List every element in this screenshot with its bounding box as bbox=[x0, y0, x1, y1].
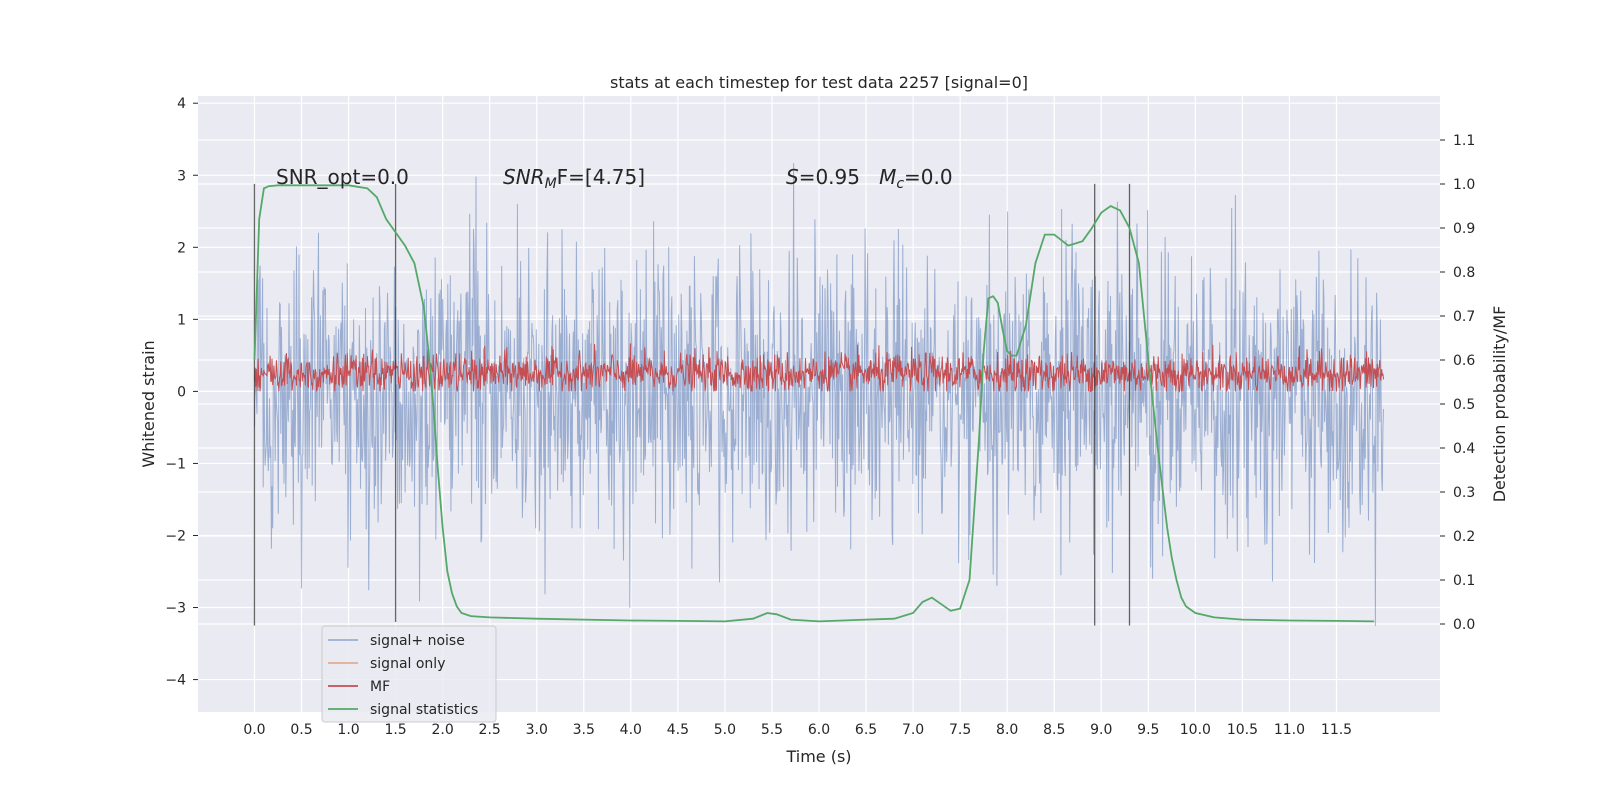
x-tick-label: 11.5 bbox=[1321, 722, 1352, 738]
x-tick-label: 5.0 bbox=[714, 722, 736, 738]
y-tick-label: 1 bbox=[177, 312, 186, 328]
x-tick-label: 4.5 bbox=[667, 722, 689, 738]
x-tick-label: 9.5 bbox=[1137, 722, 1159, 738]
x-tick-label: 3.0 bbox=[526, 722, 548, 738]
x-tick-label: 8.5 bbox=[1043, 722, 1065, 738]
x-tick-label: 0.0 bbox=[243, 722, 265, 738]
y-tick-label: −1 bbox=[165, 456, 186, 472]
y-axis-right: 0.0 0.1 0.2 0.3 0.4 0.5 0.6 0.7 0.8 0.9 1.0 1.1 bbox=[1440, 133, 1475, 633]
x-tick-label: 1.5 bbox=[384, 722, 406, 738]
annotation-s-rest: =0.95 bbox=[799, 165, 879, 189]
y2-tick-label: 0.0 bbox=[1453, 617, 1475, 633]
annotation-mc-sub: c bbox=[896, 176, 904, 192]
signal-statistics-line bbox=[253, 184, 1375, 623]
x-tick-label: 2.0 bbox=[432, 722, 454, 738]
y2-tick-label: 0.3 bbox=[1453, 485, 1475, 501]
y2-tick-label: 0.1 bbox=[1453, 573, 1475, 589]
y2-tick-label: 0.6 bbox=[1453, 353, 1475, 369]
legend-label-signal-only: signal only bbox=[370, 656, 445, 672]
signal-noise-path bbox=[254, 162, 1384, 626]
x-axis: 0.0 0.5 1.0 1.5 2.0 2.5 3.0 3.5 4.0 4.5 5.0 5.5 6.0 6… bbox=[243, 722, 1352, 738]
x-tick-label: 7.0 bbox=[902, 722, 924, 738]
y-tick-label: −2 bbox=[165, 528, 186, 544]
x-tick-label: 5.5 bbox=[761, 722, 783, 738]
annotation-s-main: S bbox=[786, 165, 799, 189]
y2-axis-title: Detection probability/MF bbox=[1490, 306, 1509, 503]
annotation-snr-mf-main: SNR bbox=[503, 165, 545, 189]
annotation-snr-mf-sub: M bbox=[545, 176, 557, 192]
y2-tick-label: 0.5 bbox=[1453, 397, 1475, 413]
annotation-s-mc: S=0.95 Mc=0.0 bbox=[786, 165, 953, 192]
mf-series bbox=[254, 343, 1384, 393]
x-tick-label: 7.5 bbox=[949, 722, 971, 738]
y2-tick-label: 0.8 bbox=[1453, 265, 1475, 281]
annotation-mc-main: M bbox=[879, 165, 896, 189]
x-tick-label: 10.0 bbox=[1180, 722, 1211, 738]
signal-noise-series bbox=[254, 162, 1384, 626]
legend-box bbox=[321, 625, 497, 723]
y2-tick-label: 1.1 bbox=[1453, 133, 1475, 149]
legend-label-signal-noise: signal+ noise bbox=[370, 633, 465, 649]
legend: signal+ noise signal only MF signal stat… bbox=[321, 625, 497, 723]
legend-label-mf: MF bbox=[370, 679, 390, 695]
legend-label-signal-statistics: signal statistics bbox=[370, 702, 478, 718]
x-tick-label: 1.0 bbox=[337, 722, 359, 738]
y-tick-label: 3 bbox=[177, 168, 186, 184]
y-tick-label: 0 bbox=[177, 384, 186, 400]
y2-tick-label: 0.7 bbox=[1453, 309, 1475, 325]
x-tick-label: 2.5 bbox=[479, 722, 501, 738]
chart-title: stats at each timestep for test data 225… bbox=[610, 73, 1028, 92]
y2-tick-label: 0.2 bbox=[1453, 529, 1475, 545]
mf-path bbox=[254, 343, 1384, 393]
x-tick-label: 4.0 bbox=[620, 722, 642, 738]
y-tick-label: 2 bbox=[177, 240, 186, 256]
x-tick-label: 6.0 bbox=[808, 722, 830, 738]
x-tick-label: 6.5 bbox=[855, 722, 877, 738]
x-tick-label: 3.5 bbox=[573, 722, 595, 738]
x-tick-label: 8.0 bbox=[996, 722, 1018, 738]
annotation-mc-rest: =0.0 bbox=[904, 165, 953, 189]
x-tick-label: 0.5 bbox=[290, 722, 312, 738]
y-axis-left: −4 −3 −2 −1 0 1 2 3 4 bbox=[165, 96, 198, 689]
x-tick-label: 10.5 bbox=[1227, 722, 1258, 738]
x-tick-label: 11.0 bbox=[1274, 722, 1305, 738]
y2-tick-label: 0.9 bbox=[1453, 221, 1475, 237]
annotation-snr-mf: SNRMF=[4.75] bbox=[503, 165, 645, 192]
x-tick-label: 9.0 bbox=[1090, 722, 1112, 738]
annotation-snr-opt: SNR_opt=0.0 bbox=[276, 165, 409, 189]
annotation-snr-mf-rest: F=[4.75] bbox=[557, 165, 645, 189]
y-tick-label: −4 bbox=[165, 673, 186, 689]
y-tick-label: −3 bbox=[165, 601, 186, 617]
x-axis-title: Time (s) bbox=[785, 747, 851, 766]
event-lines bbox=[253, 183, 1131, 626]
y2-tick-label: 0.4 bbox=[1453, 441, 1475, 457]
y-axis-title: Whitened strain bbox=[139, 340, 158, 467]
y2-tick-label: 1.0 bbox=[1453, 177, 1475, 193]
y-tick-label: 4 bbox=[177, 96, 186, 112]
